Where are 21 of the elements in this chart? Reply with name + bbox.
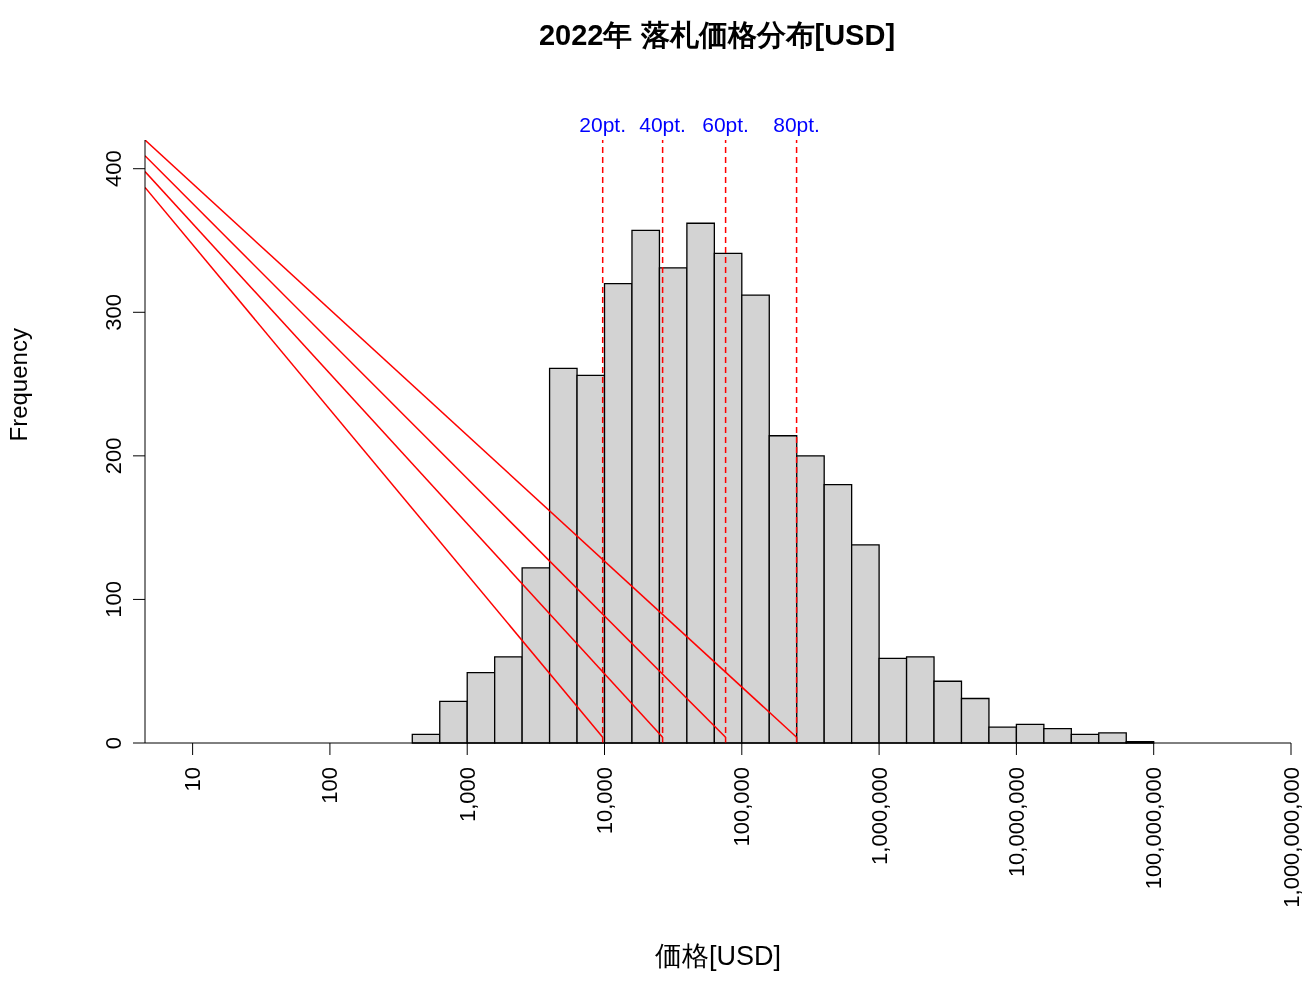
y-tick-label: 400 bbox=[101, 150, 126, 188]
ref-line-label: 80pt. bbox=[773, 113, 820, 136]
y-tick-label: 200 bbox=[101, 437, 126, 475]
x-tick-label: 10,000,000 bbox=[1003, 767, 1029, 878]
y-tick-label: 0 bbox=[101, 736, 126, 750]
y-tick-label: 100 bbox=[101, 581, 126, 618]
x-tick-label: 100,000,000 bbox=[1141, 767, 1167, 890]
x-tick-label: 1,000,000,000 bbox=[1278, 767, 1304, 908]
x-tick-label: 100 bbox=[317, 767, 343, 804]
x-tick-label: 1,000 bbox=[454, 767, 480, 823]
x-tick-label: 10,000 bbox=[592, 767, 618, 835]
y-axis-title: Frequency bbox=[4, 328, 32, 442]
chart-title: 2022年 落札価格分布[USD] bbox=[537, 18, 897, 53]
x-tick-label: 1,000,000 bbox=[866, 767, 892, 865]
ref-line-label: 20pt. bbox=[579, 113, 627, 136]
ref-line-label: 60pt. bbox=[702, 113, 749, 136]
x-tick-label: 10 bbox=[180, 767, 206, 792]
ref-line-label: 40pt. bbox=[639, 113, 686, 136]
x-tick-label: 100,000 bbox=[729, 767, 755, 847]
y-tick-label: 300 bbox=[101, 293, 126, 331]
x-axis-title: 価格[USD] bbox=[654, 941, 782, 971]
